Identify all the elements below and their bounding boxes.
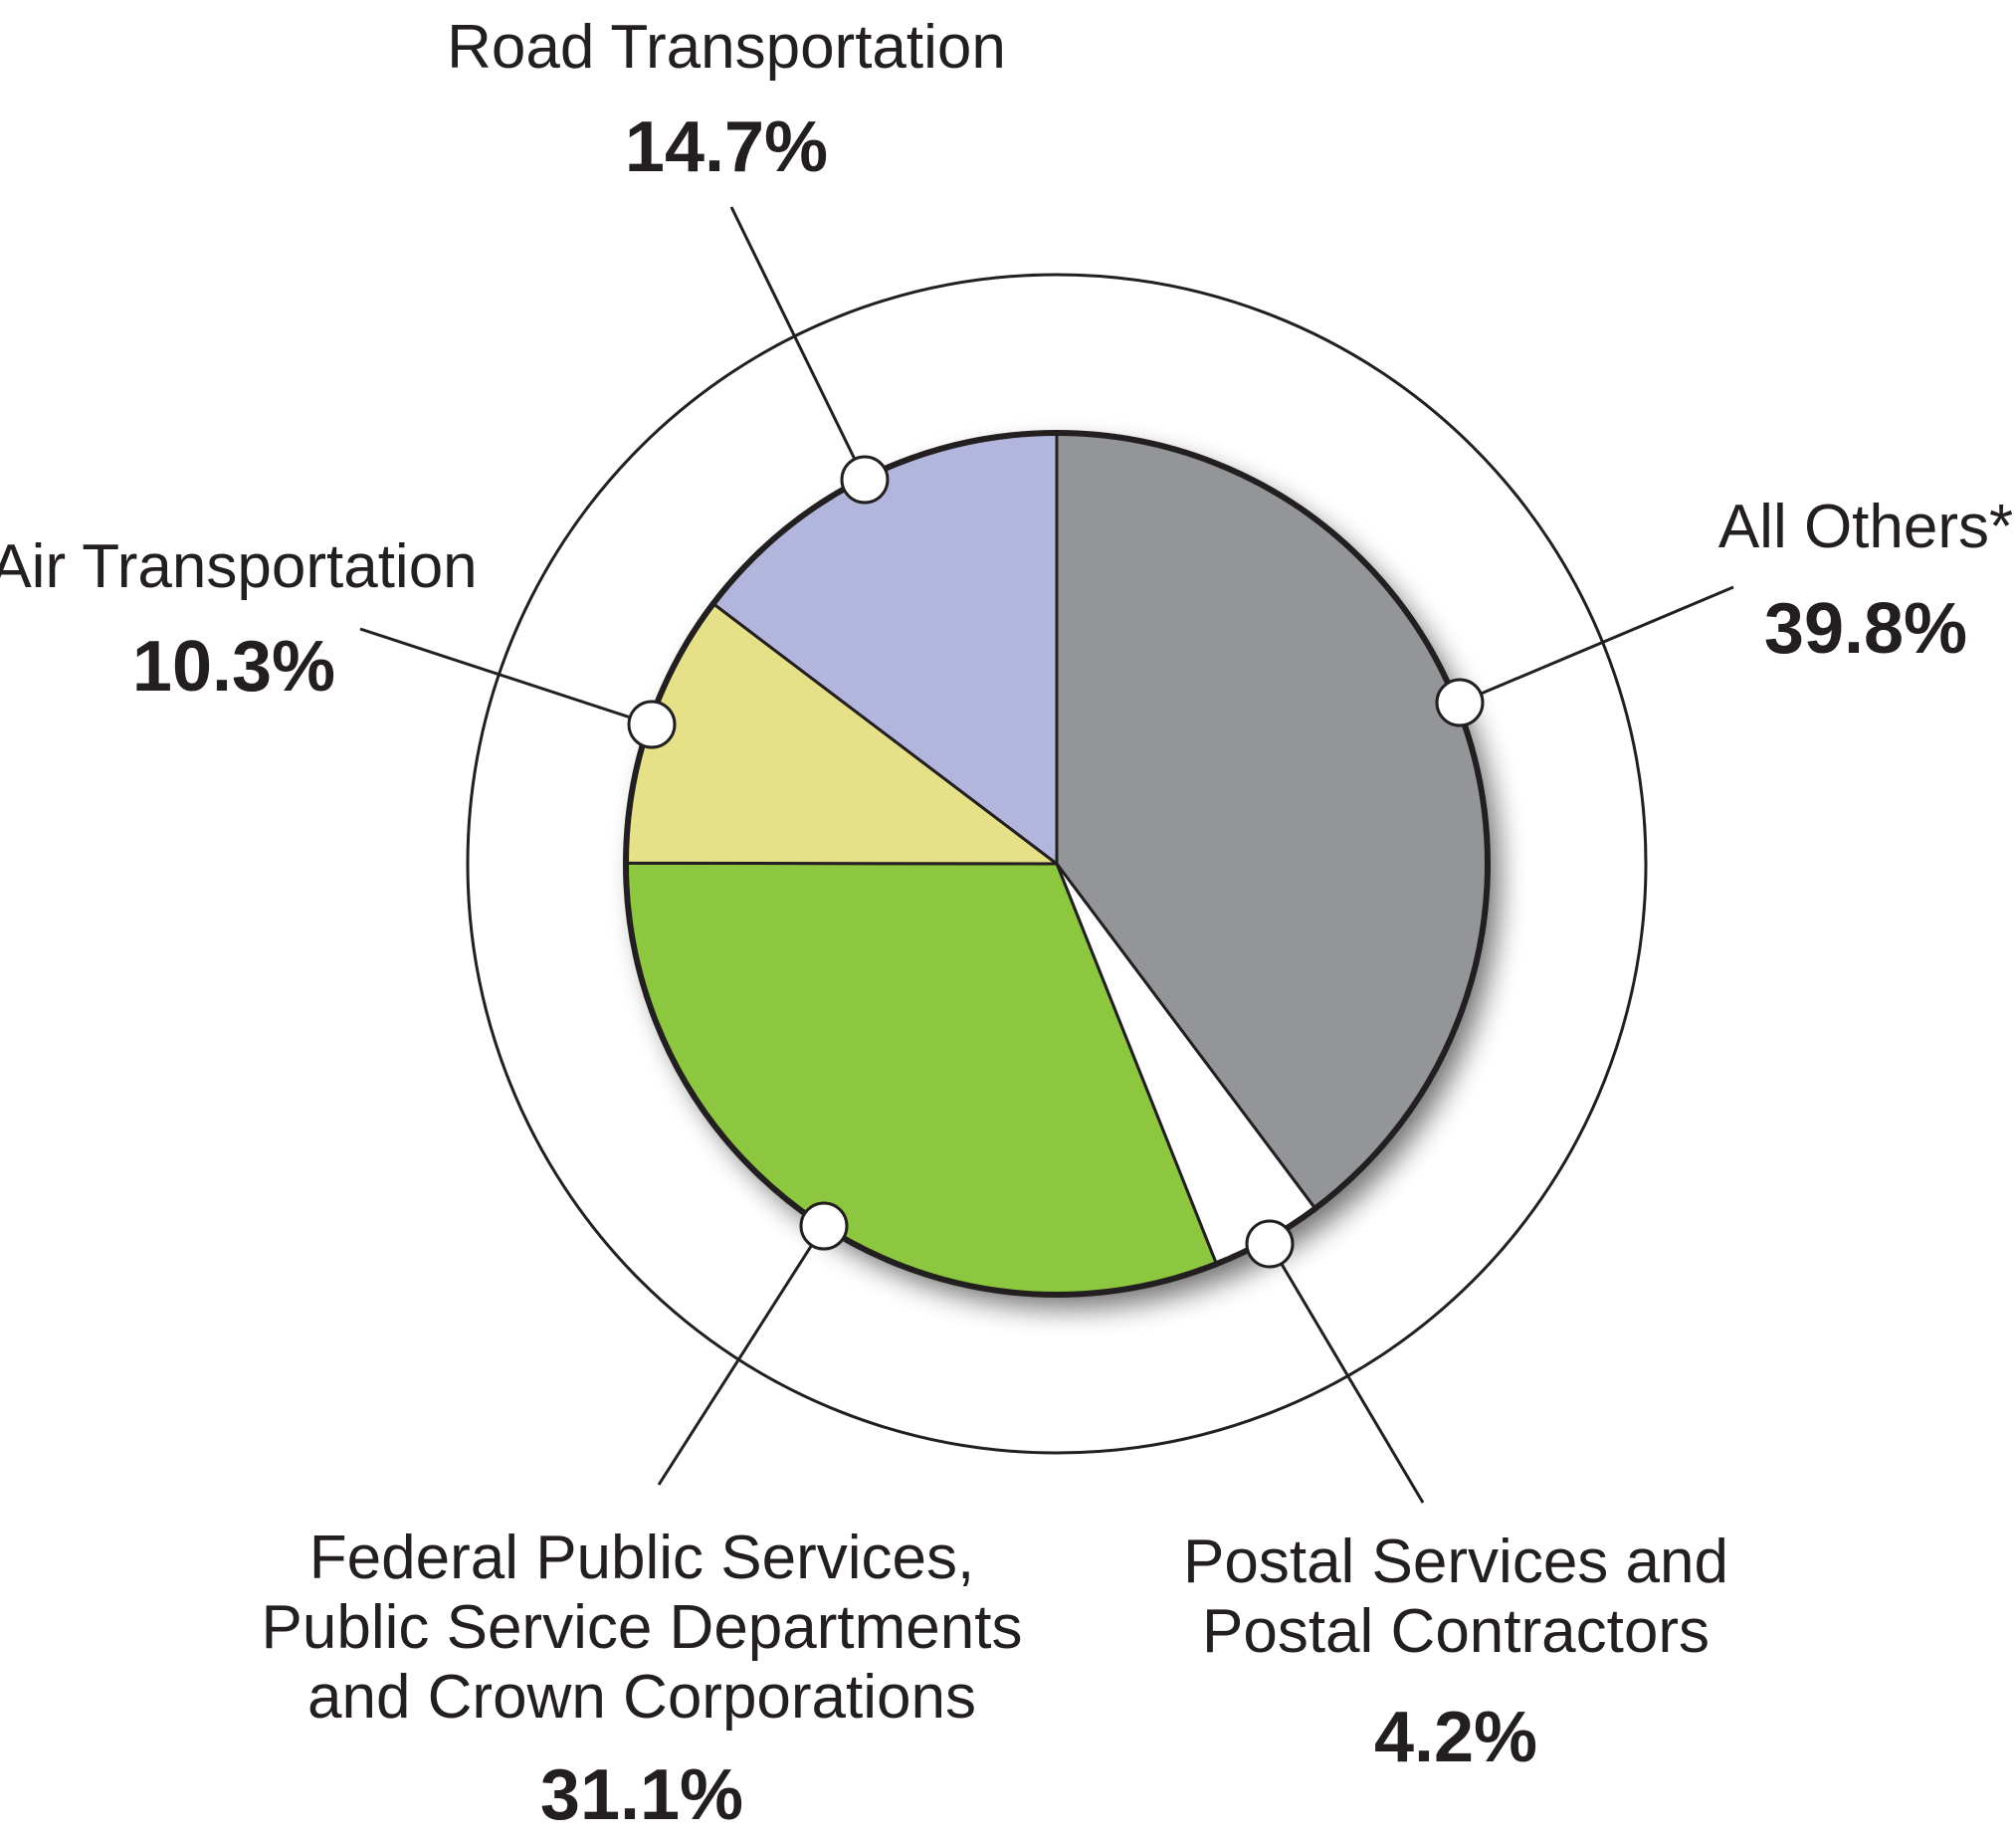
all-others-label: All Others* [1718,493,2013,561]
federal-label-line-2: Public Service Departments [262,1593,1023,1662]
air-transportation-value: 10.3% [132,627,335,707]
postal-label-line-1: Postal Services and [1183,1528,1728,1596]
all-others-marker-dot [1435,678,1485,727]
pie-slices [624,431,1490,1297]
federal-label-line-3: and Crown Corporations [307,1663,976,1732]
federal-value: 31.1% [540,1755,743,1835]
postal-marker-dot [1245,1219,1295,1269]
road-leader-line [729,206,867,481]
air-leader-line [359,627,653,726]
road-transportation-label: Road Transportation [447,13,1006,82]
postal-leader-line [1268,1243,1425,1504]
federal-leader-line [657,1225,826,1486]
road-transportation-value: 14.7% [625,107,828,187]
road-marker-dot [840,455,890,505]
federal-marker-dot [799,1201,849,1251]
postal-value: 4.2% [1374,1698,1537,1777]
pie-outline [623,430,1491,1298]
federal-label-line-1: Federal Public Services, [309,1524,975,1592]
air-transportation-label: Air Transportation [0,532,478,601]
all-others-leader-line [1459,585,1734,705]
all-others-value: 39.8% [1764,589,1967,669]
outer-ring [466,273,1648,1455]
air-marker-dot [627,700,677,749]
postal-label-line-2: Postal Contractors [1202,1597,1710,1666]
callouts [359,206,1734,1504]
